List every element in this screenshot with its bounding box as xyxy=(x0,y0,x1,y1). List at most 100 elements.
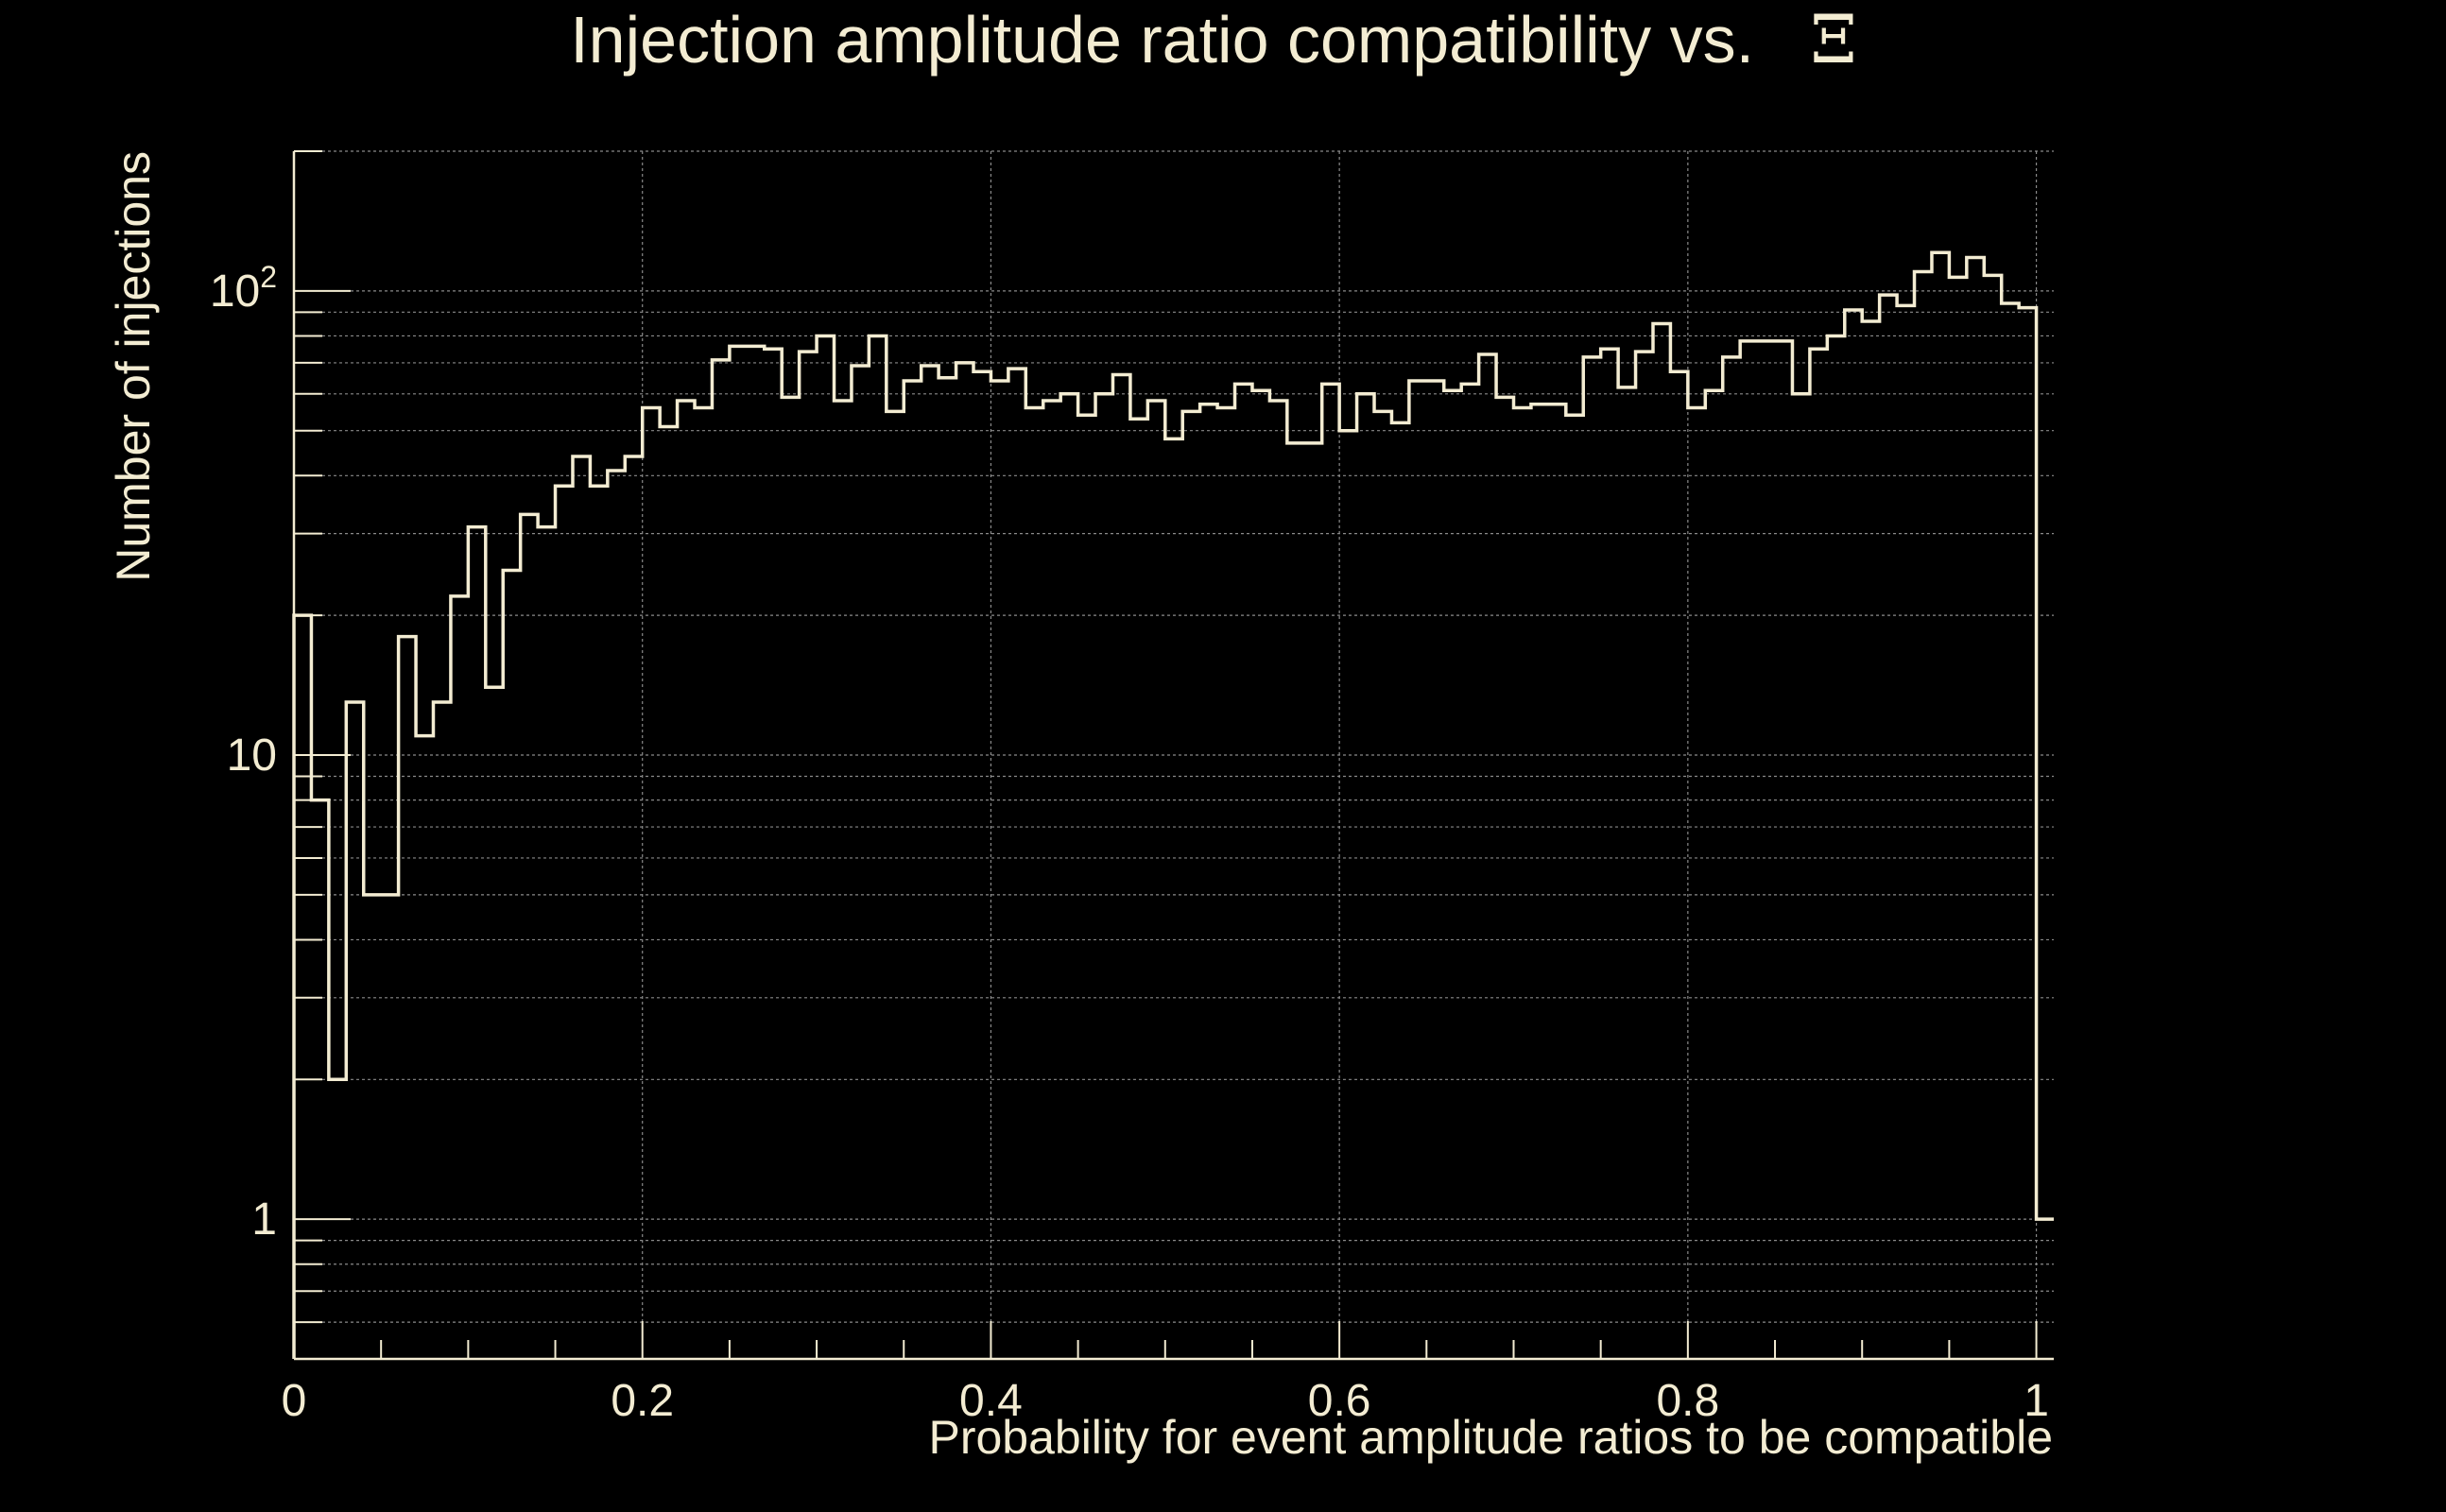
histogram-bin xyxy=(1705,390,1722,1359)
histogram-bin xyxy=(660,426,677,1359)
x-tick-label: 0.4 xyxy=(959,1376,1023,1426)
histogram-bin xyxy=(1304,443,1321,1359)
histogram-bin xyxy=(1688,408,1705,1359)
chart-title: Injection amplitude ratio compatibility … xyxy=(570,1,1857,78)
histogram-bin xyxy=(346,702,363,1359)
histogram-bin xyxy=(1339,431,1356,1359)
histogram-bin xyxy=(835,401,852,1359)
histogram-bin xyxy=(1078,415,1095,1359)
histogram-bin xyxy=(311,800,328,1359)
histogram-bin xyxy=(1322,384,1339,1359)
histogram-bin xyxy=(1531,404,1548,1359)
histogram-bin xyxy=(625,456,642,1359)
x-tick-label: 0.2 xyxy=(611,1376,674,1426)
histogram-bin xyxy=(1949,277,1966,1359)
histogram-bin xyxy=(817,335,834,1359)
histogram-bin xyxy=(852,366,869,1359)
x-tick-label: 1 xyxy=(2024,1376,2049,1426)
histogram-bin xyxy=(503,571,520,1359)
y-tick-label: 1 xyxy=(251,1194,277,1245)
histogram-bin xyxy=(990,381,1008,1359)
histogram-bin xyxy=(364,895,381,1359)
histogram-bin xyxy=(730,346,747,1359)
histogram-bin xyxy=(887,411,904,1359)
histogram-bin xyxy=(329,1079,346,1359)
histogram-bin xyxy=(1880,295,1897,1359)
histogram-bin xyxy=(1235,384,1252,1359)
histogram-bin xyxy=(695,408,712,1359)
histogram-bin xyxy=(1374,411,1391,1359)
histogram-bin xyxy=(1636,352,1653,1359)
histogram-bin xyxy=(1479,354,1496,1359)
histogram-bin xyxy=(1897,305,1914,1359)
histogram-bin xyxy=(765,349,782,1359)
histogram-bin xyxy=(1513,408,1530,1359)
histogram-bin xyxy=(1618,387,1635,1359)
histogram-bin xyxy=(973,371,990,1359)
histogram-bin xyxy=(433,702,450,1359)
histogram-bin xyxy=(1827,335,1844,1359)
chart-title-symbol: Ξ xyxy=(1810,1,1856,78)
histogram-bin xyxy=(1444,390,1461,1359)
histogram-bin xyxy=(782,397,799,1359)
histogram-bin xyxy=(1060,394,1077,1359)
axis-ticks xyxy=(293,150,2038,1360)
histogram-bin xyxy=(922,366,939,1359)
histogram-bin xyxy=(416,736,433,1359)
histogram-bin xyxy=(1915,272,1932,1359)
histogram-bin xyxy=(712,360,729,1359)
chart-title-text: Injection amplitude ratio compatibility … xyxy=(570,3,1754,77)
y-tick-label: 10 xyxy=(227,730,277,781)
histogram-bin xyxy=(1269,401,1286,1359)
histogram-bin xyxy=(451,596,468,1359)
histogram-bin xyxy=(1792,394,1809,1359)
histogram-bin xyxy=(1008,369,1025,1359)
histogram-bin xyxy=(1200,404,1217,1359)
histogram-bin xyxy=(1182,411,1199,1359)
histogram-bin xyxy=(1583,357,1600,1359)
histogram-bin xyxy=(869,335,886,1359)
x-tick-label: 0.8 xyxy=(1656,1376,1719,1426)
histogram-bin xyxy=(381,895,398,1359)
tick-labels: 0 0.2 0.4 0.6 0.8 1 1 10 102 xyxy=(210,260,2049,1426)
histogram-bin xyxy=(521,514,538,1359)
histogram-bin xyxy=(1740,341,1757,1359)
histogram-bin xyxy=(1810,349,1827,1359)
histogram-bins xyxy=(294,252,2054,1359)
histogram-bin xyxy=(1409,381,1426,1359)
histogram-bin xyxy=(1426,381,1443,1359)
histogram-bin xyxy=(1758,341,1775,1359)
histogram-bin xyxy=(1217,408,1234,1359)
histogram-bin xyxy=(486,687,503,1359)
x-tick-label: 0.6 xyxy=(1308,1376,1371,1426)
histogram-bin xyxy=(1095,394,1112,1359)
histogram-bin xyxy=(1252,390,1269,1359)
histogram-bin xyxy=(1932,252,1949,1359)
histogram-bin xyxy=(556,486,573,1359)
histogram-bin xyxy=(468,527,485,1359)
histogram-bin xyxy=(2019,308,2036,1359)
histogram-bin xyxy=(1984,275,2001,1359)
histogram-bin xyxy=(1548,404,1565,1359)
histogram-bin xyxy=(1357,394,1374,1359)
histogram-bin xyxy=(538,527,555,1359)
histogram-bin xyxy=(1723,357,1740,1359)
histogram-bin xyxy=(1287,443,1304,1359)
histogram-bin xyxy=(1391,422,1408,1359)
histogram-bin xyxy=(1967,258,1984,1359)
histogram-bin xyxy=(1670,371,1687,1359)
histogram-bin xyxy=(1566,415,1583,1359)
histogram-bin xyxy=(678,401,695,1359)
histogram-bin xyxy=(1862,321,1879,1359)
histogram-bin xyxy=(643,408,660,1359)
histogram-bin xyxy=(1496,397,1513,1359)
histogram-bin xyxy=(2037,1219,2054,1359)
x-tick-label: 0 xyxy=(282,1376,307,1426)
histogram-bin xyxy=(1775,341,1792,1359)
histogram-bin xyxy=(1653,324,1670,1359)
histogram-bin xyxy=(1461,384,1478,1359)
histogram-bin xyxy=(573,456,590,1359)
histogram-bin xyxy=(747,346,764,1359)
histogram-bin xyxy=(608,471,625,1359)
